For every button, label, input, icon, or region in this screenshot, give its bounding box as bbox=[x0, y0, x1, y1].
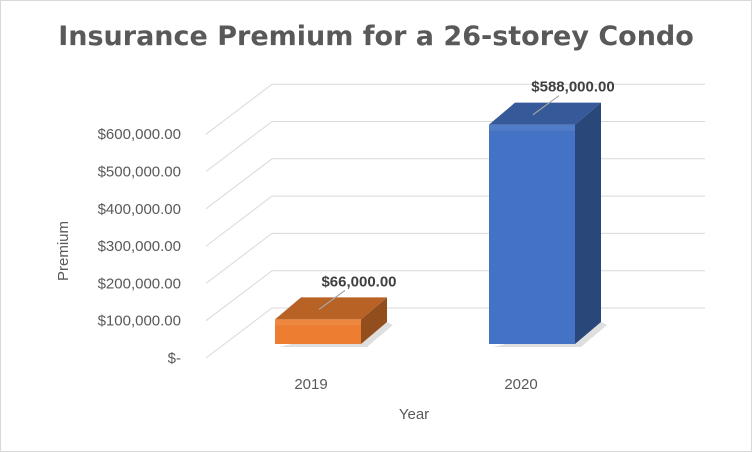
x-tick-label: 2019 bbox=[294, 376, 327, 393]
bar-side bbox=[361, 297, 387, 344]
gridline bbox=[205, 232, 705, 284]
bar-top bbox=[489, 102, 601, 125]
x-axis-title: Year bbox=[399, 406, 429, 423]
y-tick-label: $- bbox=[168, 350, 181, 367]
x-axis: 2019 2020 bbox=[294, 376, 537, 393]
data-label: $588,000.00 bbox=[531, 79, 614, 96]
y-tick-label: $400,000.00 bbox=[98, 201, 181, 218]
bar-side bbox=[575, 102, 601, 345]
y-tick-label: $100,000.00 bbox=[98, 313, 181, 330]
data-label-leader bbox=[532, 95, 560, 116]
data-label: $66,000.00 bbox=[321, 273, 396, 290]
bar-2020: $588,000.00 bbox=[489, 79, 615, 347]
y-tick-label: $200,000.00 bbox=[98, 275, 181, 292]
bar-2019: $66,000.00 bbox=[275, 273, 397, 347]
x-tick-label: 2020 bbox=[504, 376, 537, 393]
chart-title: Insurance Premium for a 26-storey Condo bbox=[58, 21, 694, 52]
bars: $66,000.00 $588,000.00 bbox=[275, 79, 615, 347]
gridline bbox=[205, 270, 705, 322]
bar-highlight bbox=[275, 319, 361, 326]
data-label-leader bbox=[318, 289, 346, 310]
y-tick-label: $600,000.00 bbox=[98, 126, 181, 143]
bar-top bbox=[275, 297, 387, 320]
y-axis: $- $100,000.00 $200,000.00 $300,000.00 $400,… bbox=[98, 126, 181, 367]
bar-front bbox=[489, 124, 575, 345]
bar-highlight bbox=[489, 124, 575, 131]
y-tick-label: $300,000.00 bbox=[98, 238, 181, 255]
y-axis-title: Premium bbox=[55, 221, 72, 281]
y-tick-label: $500,000.00 bbox=[98, 164, 181, 181]
gridline bbox=[205, 83, 705, 135]
gridline bbox=[205, 158, 705, 210]
gridline bbox=[205, 195, 705, 247]
gridline bbox=[205, 121, 705, 172]
